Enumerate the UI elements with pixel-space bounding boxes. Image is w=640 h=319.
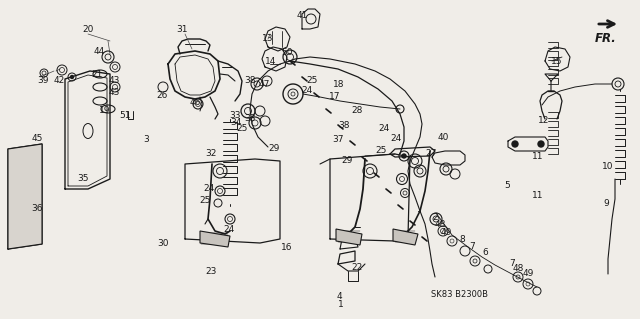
- Text: 9: 9: [604, 199, 609, 208]
- Text: 10: 10: [602, 162, 614, 171]
- Text: 37: 37: [332, 135, 344, 144]
- Circle shape: [538, 141, 544, 147]
- Text: SK83 B2300B: SK83 B2300B: [431, 290, 488, 299]
- Text: 39: 39: [38, 76, 49, 85]
- Polygon shape: [393, 229, 418, 245]
- Text: 24: 24: [378, 124, 390, 133]
- Text: 33: 33: [230, 111, 241, 120]
- Text: 26: 26: [156, 91, 168, 100]
- Circle shape: [70, 76, 74, 78]
- Text: 25: 25: [199, 196, 211, 205]
- Circle shape: [402, 154, 406, 158]
- Text: 24: 24: [301, 86, 313, 95]
- Text: 28: 28: [351, 106, 363, 115]
- Text: 15: 15: [551, 57, 563, 66]
- Text: 7: 7: [470, 242, 475, 251]
- Text: 46: 46: [189, 98, 201, 107]
- Text: 21: 21: [92, 70, 103, 78]
- Text: 48: 48: [513, 264, 524, 273]
- Text: 29: 29: [342, 156, 353, 165]
- Text: 43: 43: [108, 88, 120, 97]
- Text: 6: 6: [483, 248, 488, 257]
- Text: 50: 50: [281, 48, 292, 57]
- Text: 41: 41: [296, 11, 308, 20]
- Text: 18: 18: [333, 80, 345, 89]
- Text: 24: 24: [203, 184, 214, 193]
- Text: 14: 14: [265, 57, 276, 66]
- Text: 17: 17: [329, 92, 340, 101]
- Text: 2: 2: [433, 213, 438, 222]
- Text: 36: 36: [31, 204, 43, 213]
- Text: 49: 49: [522, 269, 534, 278]
- Text: 7: 7: [509, 259, 515, 268]
- Polygon shape: [8, 144, 42, 249]
- Text: 27: 27: [425, 149, 436, 158]
- Text: 24: 24: [223, 225, 235, 234]
- Text: 43: 43: [108, 76, 120, 85]
- Circle shape: [512, 141, 518, 147]
- Text: 34: 34: [230, 118, 241, 127]
- Text: 44: 44: [93, 47, 105, 56]
- Text: 20: 20: [83, 25, 94, 34]
- Text: 32: 32: [205, 149, 217, 158]
- Text: 33: 33: [244, 114, 255, 123]
- Text: 11: 11: [532, 191, 543, 200]
- Text: 25: 25: [307, 76, 318, 85]
- Text: 11: 11: [532, 152, 543, 161]
- Text: 8: 8: [460, 235, 465, 244]
- Text: 22: 22: [351, 263, 363, 272]
- Text: 1: 1: [339, 300, 344, 309]
- Text: 47: 47: [259, 80, 270, 89]
- Text: 35: 35: [77, 174, 89, 183]
- Text: FR.: FR.: [595, 32, 617, 45]
- Text: 25: 25: [375, 146, 387, 155]
- Text: 48: 48: [435, 220, 446, 229]
- Text: 19: 19: [99, 106, 110, 115]
- Text: 31: 31: [177, 25, 188, 34]
- Text: 29: 29: [268, 144, 280, 153]
- Polygon shape: [336, 229, 362, 245]
- Text: 23: 23: [205, 267, 217, 276]
- Text: 4: 4: [337, 292, 342, 300]
- Text: 5: 5: [505, 181, 510, 190]
- Text: 51: 51: [119, 111, 131, 120]
- Text: 38: 38: [244, 76, 255, 85]
- Text: 42: 42: [54, 76, 65, 85]
- Text: 24: 24: [390, 134, 401, 143]
- Text: 13: 13: [262, 34, 273, 43]
- Text: 12: 12: [538, 116, 550, 125]
- Text: 30: 30: [157, 239, 169, 248]
- Text: 49: 49: [441, 228, 452, 237]
- Text: 3: 3: [143, 135, 148, 144]
- Text: 38: 38: [339, 121, 350, 130]
- Text: 45: 45: [31, 134, 43, 143]
- Text: 40: 40: [438, 133, 449, 142]
- Polygon shape: [200, 231, 230, 247]
- Text: 25: 25: [236, 124, 248, 133]
- Text: 16: 16: [281, 243, 292, 252]
